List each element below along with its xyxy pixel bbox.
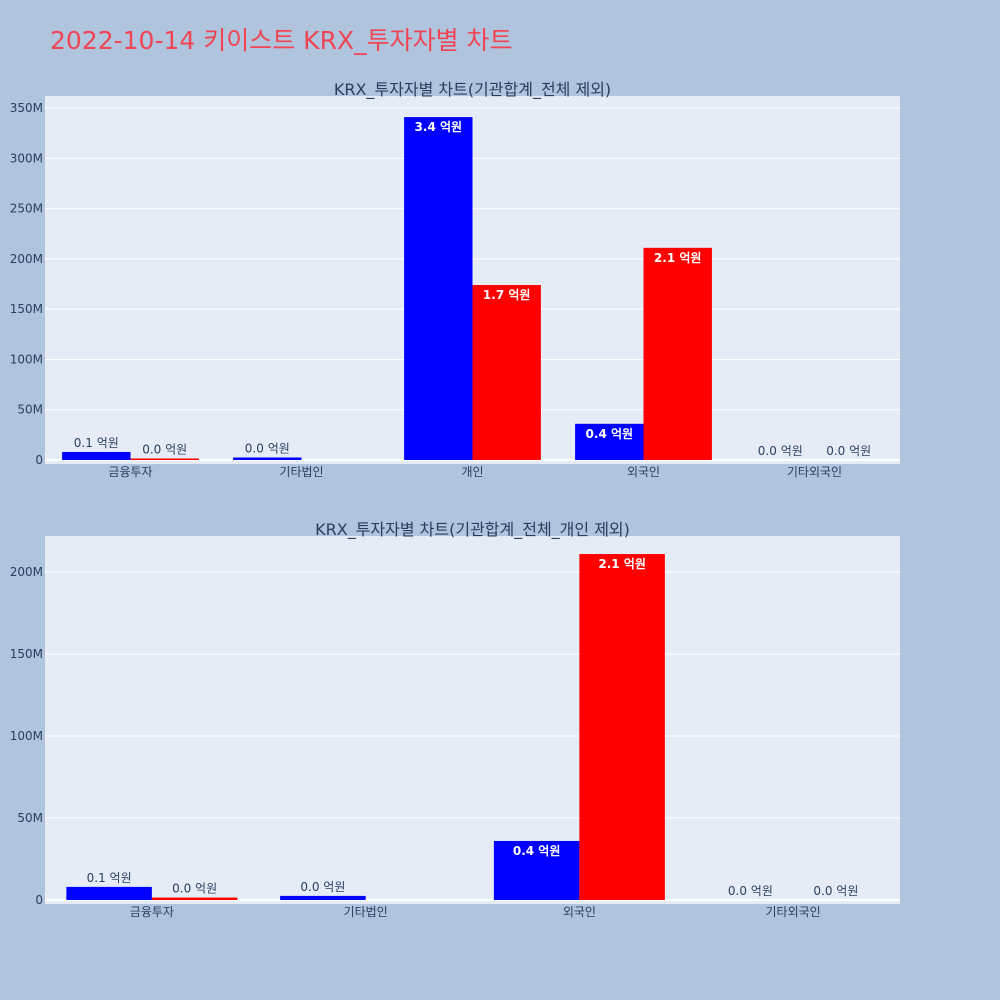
bar-data-label: 3.4 억원 bbox=[415, 120, 463, 134]
y-tick-label: 150M bbox=[10, 302, 43, 316]
bar bbox=[643, 247, 712, 460]
x-tick-label: 개인 bbox=[461, 465, 483, 479]
x-tick-label: 기타외국인 bbox=[766, 905, 821, 919]
bar-data-label: 1.7 억원 bbox=[483, 288, 531, 302]
bar-data-label: 0.0 억원 bbox=[245, 441, 290, 455]
x-tick-label: 기타외국인 bbox=[787, 465, 842, 479]
bar bbox=[280, 895, 366, 900]
x-tick-label: 외국인 bbox=[627, 465, 660, 479]
bar bbox=[233, 457, 302, 460]
y-tick-label: 350M bbox=[10, 101, 43, 115]
bar-data-label: 0.0 억원 bbox=[826, 444, 871, 458]
x-tick-label: 기타법인 bbox=[279, 465, 323, 479]
page-title: 2022-10-14 키이스트 KRX_투자자별 차트 bbox=[50, 26, 513, 55]
x-tick-label: 기타법인 bbox=[344, 905, 388, 919]
bar-data-label: 0.4 억원 bbox=[513, 844, 561, 858]
y-tick-label: 50M bbox=[17, 403, 43, 417]
bar bbox=[579, 554, 665, 900]
bar-data-label: 0.1 억원 bbox=[87, 871, 132, 885]
y-tick-label: 0 bbox=[35, 893, 43, 907]
x-tick-label: 금융투자 bbox=[130, 905, 174, 919]
bar bbox=[493, 840, 580, 900]
y-tick-label: 100M bbox=[10, 352, 43, 366]
chart-title: KRX_투자자별 차트(기관합계_전체_개인 제외) bbox=[315, 520, 630, 540]
bar-data-label: 0.0 억원 bbox=[813, 884, 858, 898]
y-tick-label: 250M bbox=[10, 202, 43, 216]
bar-data-label: 0.0 억원 bbox=[300, 880, 345, 894]
chart-title: KRX_투자자별 차트(기관합계_전체 제외) bbox=[334, 80, 611, 100]
bar-data-label: 0.4 억원 bbox=[586, 427, 634, 441]
bar bbox=[472, 285, 541, 460]
bar bbox=[130, 458, 199, 460]
bar-data-label: 0.0 억원 bbox=[142, 442, 187, 456]
x-tick-label: 외국인 bbox=[563, 905, 596, 919]
y-tick-label: 300M bbox=[10, 151, 43, 165]
chart-1: 0 50M 100M 150M 200M 250M 300M 350M KRX_투자자별 차트(… bbox=[10, 80, 900, 479]
bar-data-label: 0.0 억원 bbox=[728, 884, 773, 898]
bar bbox=[62, 451, 131, 460]
bar bbox=[66, 886, 152, 900]
y-tick-label: 100M bbox=[10, 729, 43, 743]
bar-data-label: 0.0 억원 bbox=[172, 882, 217, 896]
plot-area bbox=[45, 536, 900, 904]
y-tick-label: 200M bbox=[10, 565, 43, 579]
y-tick-label: 200M bbox=[10, 252, 43, 266]
y-tick-label: 150M bbox=[10, 647, 43, 661]
y-tick-label: 0 bbox=[35, 453, 43, 467]
bar bbox=[404, 117, 473, 460]
y-tick-label: 50M bbox=[17, 811, 43, 825]
bar-data-label: 0.0 억원 bbox=[758, 444, 803, 458]
x-tick-label: 금융투자 bbox=[108, 465, 152, 479]
bar-data-label: 0.1 억원 bbox=[74, 436, 119, 450]
chart-2: 0 50M 100M 150M 200M KRX_투자자별 차트(기관합계_전체_개인 제… bbox=[10, 520, 900, 919]
bar-data-label: 2.1 억원 bbox=[654, 251, 702, 265]
bar-data-label: 2.1 억원 bbox=[598, 557, 646, 571]
bar bbox=[151, 897, 238, 900]
bar bbox=[575, 423, 644, 460]
